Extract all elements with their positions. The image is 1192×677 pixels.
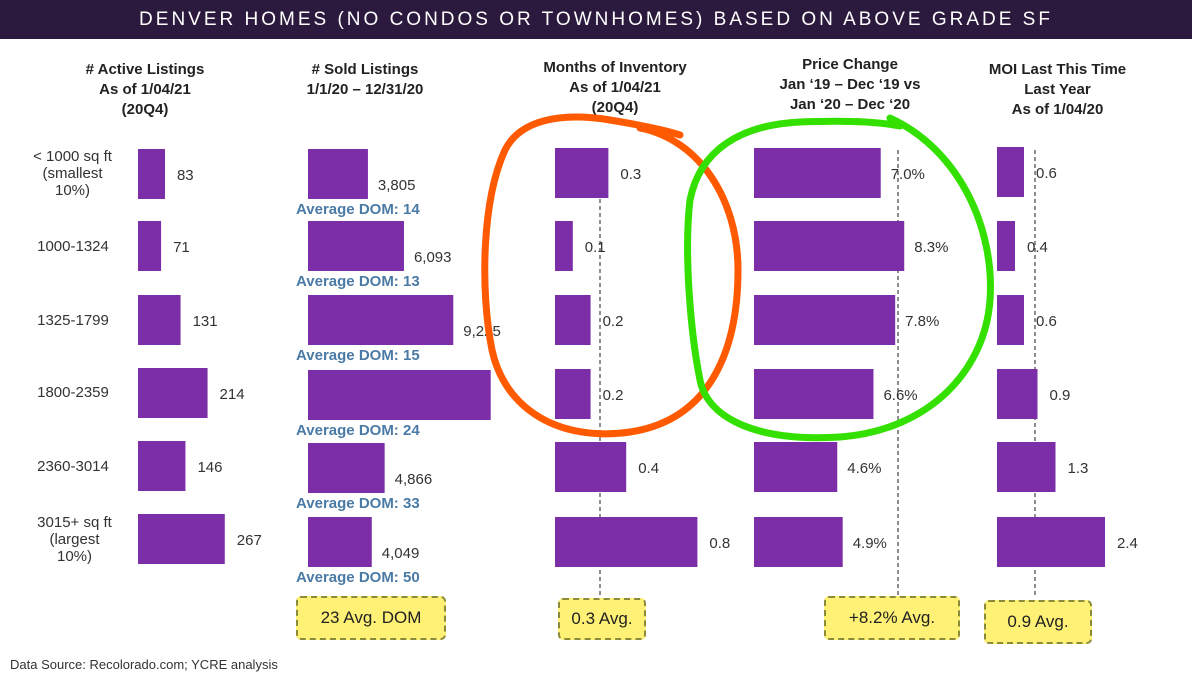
bar-value-label: 9,225 <box>463 323 501 340</box>
header-line: (20Q4) <box>591 99 639 116</box>
bar-value-label: 6,093 <box>414 249 452 266</box>
data-source-note: Data Source: Recolorado.com; YCRE analys… <box>10 657 278 672</box>
header-line: (20Q4) <box>121 101 169 118</box>
header-line: MOI Last This Time <box>988 61 1127 78</box>
bar-value-label: 4,049 <box>382 545 420 562</box>
bar-value-label: 4.9% <box>853 535 887 552</box>
bar-value-label: 4.6% <box>847 460 881 477</box>
bar <box>754 517 843 567</box>
bar-value-label: 0.2 <box>603 387 624 404</box>
header-line: 1/1/20 – 12/31/20 <box>306 81 424 98</box>
header-line: As of 1/04/21 <box>99 81 191 98</box>
header-line: Months of Inventory <box>543 59 687 76</box>
bar <box>138 514 225 564</box>
bar <box>997 221 1015 271</box>
row-label: < 1000 sq ft (smallest 10%) <box>33 148 112 199</box>
bar <box>308 149 368 199</box>
bar-value-label: 8.3% <box>914 239 948 256</box>
bar-value-label: 214 <box>220 386 245 403</box>
bar <box>754 442 838 492</box>
bar-value-label: 7.8% <box>905 313 939 330</box>
bar <box>308 443 385 493</box>
header-line: # Sold Listings <box>311 61 419 78</box>
bar <box>555 295 591 345</box>
bar-value-label: 267 <box>237 532 262 549</box>
bar-value-label: 83 <box>177 167 194 184</box>
orange-annotation-circle <box>481 113 742 438</box>
header-sold-listings: # Sold Listings 1/1/20 – 12/31/20 <box>280 60 450 100</box>
header-line: Last Year <box>1024 81 1091 98</box>
bar <box>138 295 181 345</box>
row-label: 1000-1324 <box>37 238 109 255</box>
bar <box>308 517 372 567</box>
bar <box>754 369 874 419</box>
bar-value-label: 0.1 <box>585 239 606 256</box>
header-line: As of 1/04/20 <box>1011 101 1104 118</box>
header-months-of-inventory: Months of Inventory As of 1/04/21 (20Q4) <box>515 58 715 118</box>
bar-value-label: 0.2 <box>603 313 624 330</box>
row-label: 1325-1799 <box>37 312 109 329</box>
average-dom-label: Average DOM: 33 <box>296 495 420 512</box>
bar-value-label: 0.3 <box>620 166 641 183</box>
average-dom-label: Average DOM: 15 <box>296 347 420 364</box>
green-annotation-circle <box>684 114 994 442</box>
bar <box>308 295 454 345</box>
average-dom-label: Average DOM: 14 <box>296 201 420 218</box>
header-price-change: Price Change Jan ‘19 – Dec ‘19 vs Jan ‘2… <box>750 55 950 115</box>
bar-value-label: 0.8 <box>709 535 730 552</box>
average-dom-label: Average DOM: 13 <box>296 273 420 290</box>
bar-value-label: 71 <box>173 239 190 256</box>
bar-value-label: 131 <box>193 313 218 330</box>
header-active-listings: # Active Listings As of 1/04/21 (20Q4) <box>60 60 230 120</box>
bar <box>555 148 609 198</box>
bar-value-label: 4,866 <box>395 471 433 488</box>
bar-value-label: 0.6 <box>1036 313 1057 330</box>
row-label: 2360-3014 <box>37 458 109 475</box>
bar <box>138 149 165 199</box>
row-label: 1800-2359 <box>37 384 109 401</box>
avg-moi-box: 0.3 Avg. <box>558 598 646 640</box>
header-line: # Active Listings <box>85 61 205 78</box>
bar-value-label: 2.4 <box>1117 535 1138 552</box>
bar-value-label: 7.0% <box>891 166 925 183</box>
bar <box>997 147 1024 197</box>
bar <box>555 442 627 492</box>
average-dom-label: Average DOM: 24 <box>296 422 420 439</box>
bar-value-label: 0.6 <box>1036 165 1057 182</box>
bar <box>754 148 881 198</box>
bar-value-label: 1.3 <box>1068 460 1089 477</box>
bar-value-label: 0.4 <box>1027 239 1048 256</box>
bar-value-label: 3,805 <box>378 177 416 194</box>
bar <box>308 370 491 420</box>
bar <box>138 441 186 491</box>
header-line: Price Change <box>802 56 898 73</box>
bar <box>555 517 698 567</box>
bar-value-label: 146 <box>197 459 222 476</box>
avg-dom-box: 23 Avg. DOM <box>296 596 446 640</box>
bar <box>138 368 208 418</box>
row-label: 3015+ sq ft (largest 10%) <box>37 514 112 565</box>
bar-value-label: 0.9 <box>1050 387 1071 404</box>
bar <box>555 221 573 271</box>
average-dom-label: Average DOM: 50 <box>296 569 420 586</box>
bar <box>754 295 896 345</box>
header-line: Jan ‘19 – Dec ‘19 vs <box>779 76 921 93</box>
bar <box>754 221 905 271</box>
header-moi-last-year: MOI Last This Time Last Year As of 1/04/… <box>960 60 1155 120</box>
chart-title: DENVER HOMES (NO CONDOS OR TOWNHOMES) BA… <box>0 0 1192 39</box>
bar <box>138 221 162 271</box>
bar <box>997 442 1056 492</box>
avg-price-change-box: +8.2% Avg. <box>824 596 960 640</box>
avg-moi-last-year-box: 0.9 Avg. <box>984 600 1092 644</box>
bar <box>555 369 591 419</box>
bar-value-label: 6.6% <box>883 387 917 404</box>
bar <box>308 221 404 271</box>
header-line: As of 1/04/21 <box>569 79 661 96</box>
bar-value-label: 0.4 <box>638 460 659 477</box>
bar <box>997 295 1024 345</box>
bar <box>997 369 1038 419</box>
header-line: Jan ‘20 – Dec ‘20 <box>789 96 911 113</box>
bar <box>997 517 1105 567</box>
